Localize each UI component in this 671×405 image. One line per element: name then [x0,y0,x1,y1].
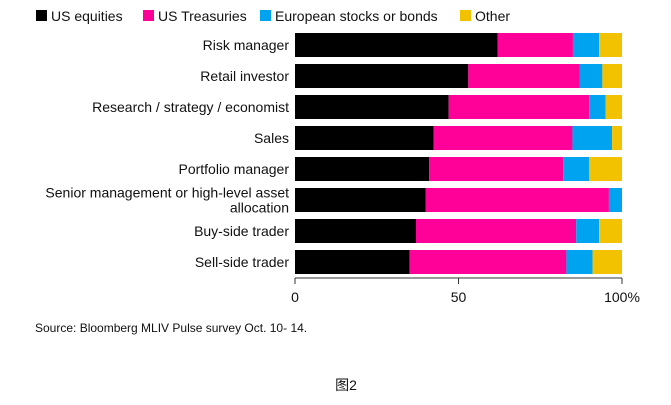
bar-segment-0-0 [295,33,498,57]
legend-swatch-1 [143,10,154,21]
legend-label-2: European stocks or bonds [275,8,438,24]
x-tick-label-0: 0 [291,289,299,305]
bar-segment-6-3 [599,219,622,243]
bar-segment-4-3 [589,157,622,181]
bar-segment-1-3 [602,64,622,88]
bar-segment-0-2 [572,33,600,57]
legend-swatch-0 [36,10,47,21]
bar-segment-3-1 [433,126,573,150]
category-label-1: Retail investor [200,68,289,84]
bar-segment-0-1 [497,33,573,57]
category-label-7: Sell-side trader [195,254,289,270]
bar-segment-3-0 [295,126,434,150]
bar-segment-7-3 [592,250,622,274]
figure-caption: 图2 [335,377,357,393]
bar-segment-2-3 [605,95,622,119]
bar-segment-4-2 [563,157,590,181]
bar-segment-2-2 [589,95,606,119]
category-label-line: allocation [230,200,289,216]
legend: US equities US Treasuries European stocks … [36,8,510,24]
bar-segment-0-3 [599,33,622,57]
category-label-5: Senior management or high-level asset all… [45,185,289,216]
bar-segment-3-2 [572,126,613,150]
legend-swatch-2 [260,10,271,21]
bar-segment-1-0 [295,64,469,88]
bar-segment-6-2 [576,219,600,243]
bar-segment-5-0 [295,188,426,212]
legend-swatch-3 [460,10,471,21]
legend-label-3: Other [475,8,510,24]
bar-segment-6-0 [295,219,416,243]
bar-segment-6-1 [415,219,577,243]
bar-segment-7-0 [295,250,410,274]
x-tick-label-1: 50 [451,289,467,305]
bar-segment-5-1 [425,188,609,212]
bars [295,33,622,274]
bar-segment-3-3 [612,126,622,150]
x-axis-ticks: 0 50 100% [291,278,640,305]
category-label-2: Research / strategy / economist [92,99,289,115]
category-label-0: Risk manager [203,37,290,53]
bar-segment-7-2 [566,250,593,274]
bar-segment-5-2 [608,188,622,212]
legend-label-0: US equities [51,8,123,24]
bar-segment-7-1 [409,250,567,274]
bar-segment-1-2 [579,64,603,88]
bar-segment-4-0 [295,157,430,181]
bar-segment-2-1 [448,95,590,119]
x-tick-label-2: 100% [604,289,640,305]
category-labels: Risk manager Retail investor Research / st… [45,37,289,270]
category-label-4: Portfolio manager [178,161,289,177]
category-label-line: Senior management or high-level asset [45,185,289,201]
category-label-3: Sales [254,130,289,146]
bar-segment-1-1 [468,64,580,88]
category-label-6: Buy-side trader [194,223,289,239]
source-note: Source: Bloomberg MLIV Pulse survey Oct.… [35,321,307,335]
legend-label-1: US Treasuries [158,8,247,24]
bar-segment-4-1 [429,157,564,181]
bar-segment-2-0 [295,95,449,119]
